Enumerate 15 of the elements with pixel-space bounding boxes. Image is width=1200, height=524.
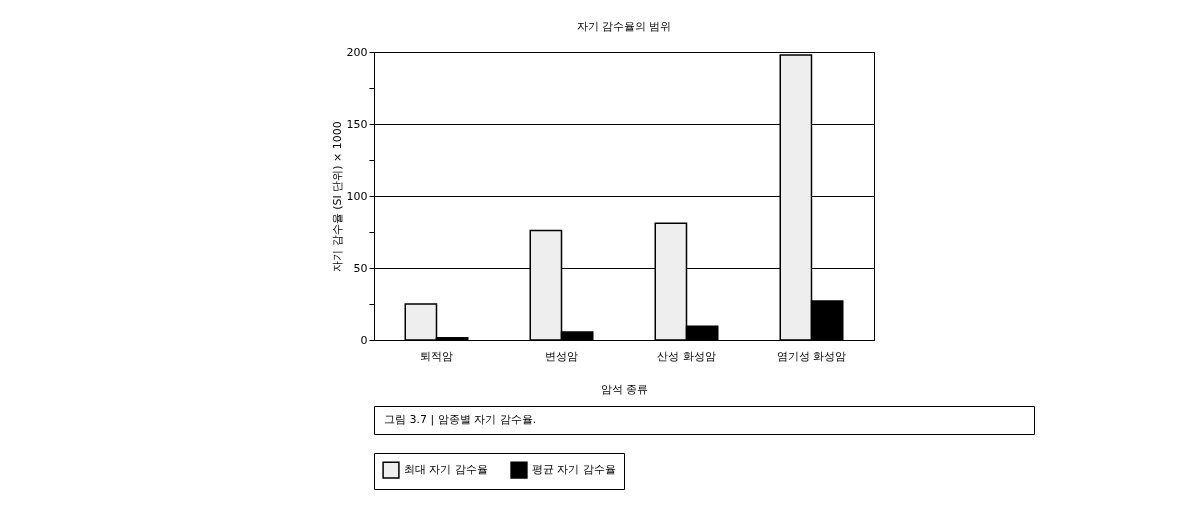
caption: 그림 3.7 | 암종별 자기 감수율. (384, 413, 537, 426)
legend-label: 평균 자기 감수율 (532, 463, 616, 477)
y-tick-label: 0 (360, 333, 368, 347)
x-axis-title: 암석 종류 (600, 382, 649, 396)
legend-label: 최대 자기 감수율 (404, 463, 488, 477)
y-tick-label: 50 (353, 261, 368, 275)
y-tick-label: 200 (346, 45, 368, 59)
x-tick-label: 염기성 화성암 (776, 349, 847, 363)
x-tick-label: 산성 화성암 (657, 349, 716, 363)
x-tick-label: 퇴적암 (420, 349, 453, 363)
y-tick-label: 100 (346, 189, 368, 203)
y-tick-label: 150 (346, 117, 368, 131)
chart-title: 자기 감수율의 범위 (576, 20, 672, 33)
y-axis-title: 자기 감수율 (SI 단위) × 1000 (330, 121, 344, 272)
x-tick-label: 변성암 (545, 349, 578, 363)
